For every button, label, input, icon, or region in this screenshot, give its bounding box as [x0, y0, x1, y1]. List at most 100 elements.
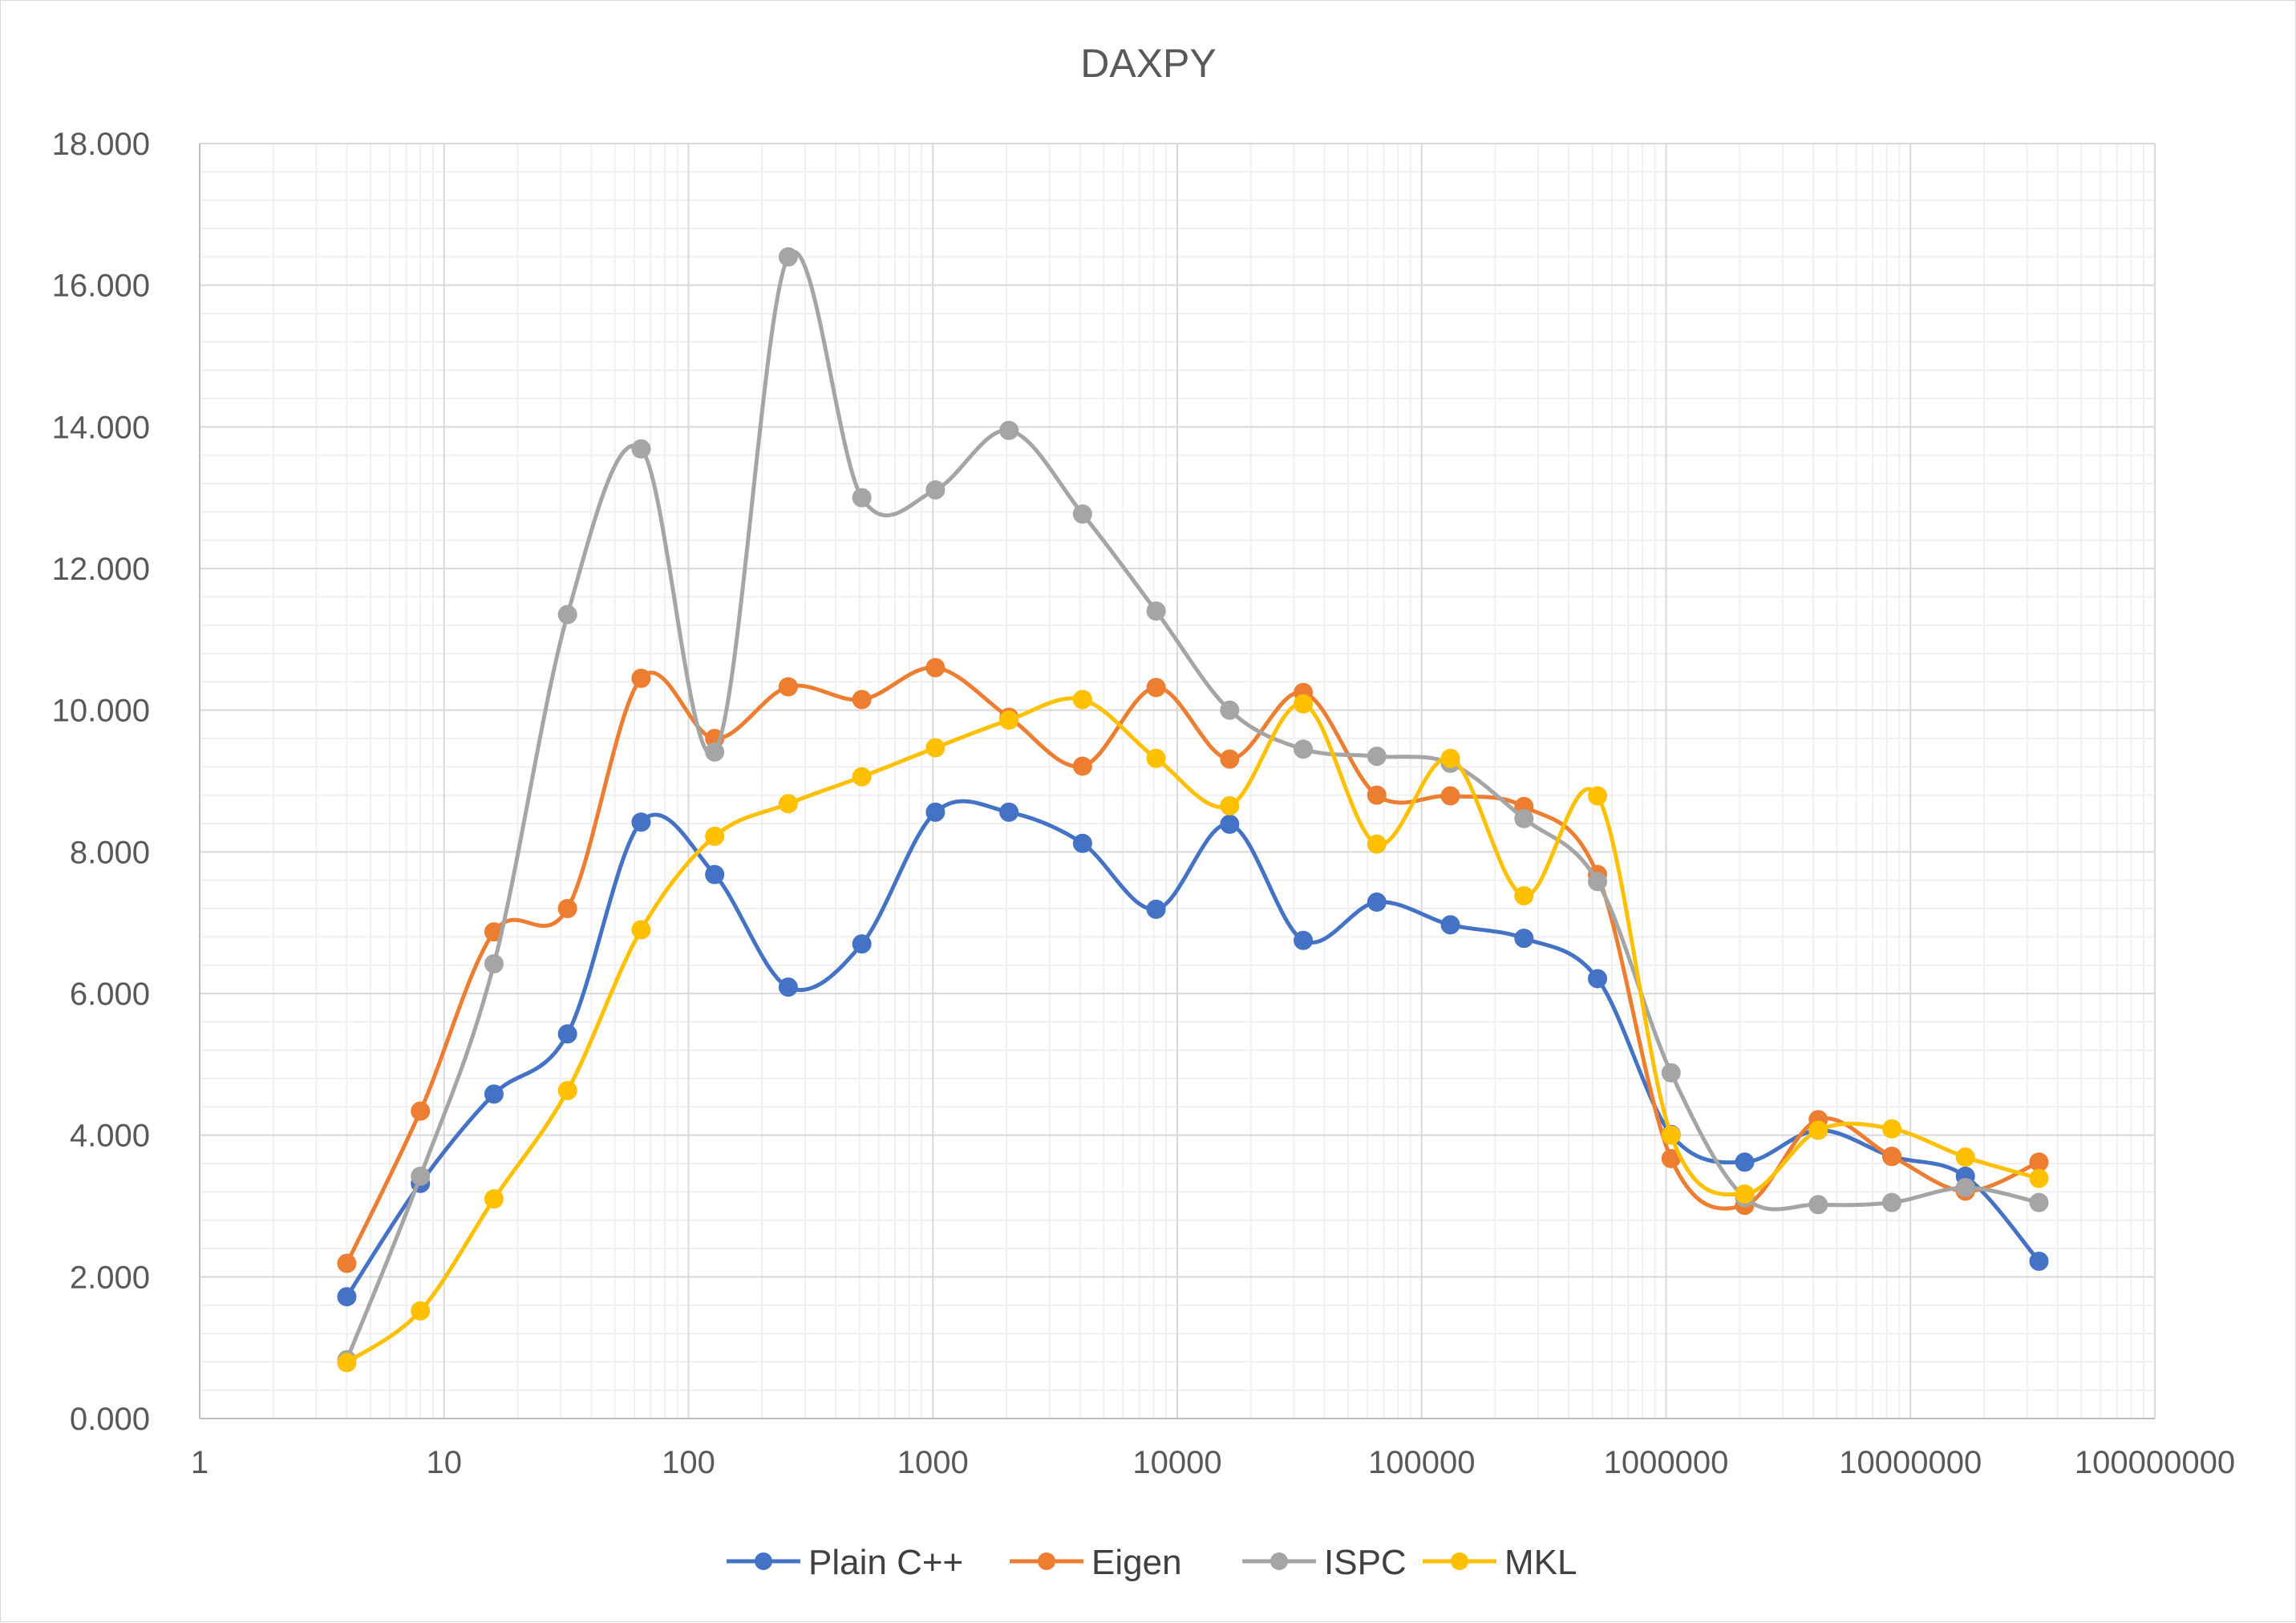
data-point-ispc [631, 439, 651, 459]
data-point-ispc [925, 480, 946, 500]
x-tick-label: 100 [662, 1445, 715, 1480]
data-point-eigen [411, 1101, 431, 1121]
legend-label-eigen: Eigen [1091, 1543, 1182, 1582]
x-tick-label: 10000000 [1839, 1445, 1982, 1480]
data-point-ispc [1955, 1178, 1975, 1198]
data-point-eigen [852, 690, 872, 710]
data-point-mkl [631, 920, 651, 940]
series-line-mkl [345, 696, 2041, 1365]
data-point-mkl [1072, 690, 1092, 710]
y-tick-label: 10.000 [52, 694, 150, 729]
legend-marker-mkl [1451, 1552, 1468, 1570]
data-point-ispc [1588, 872, 1608, 892]
data-point-mkl [1294, 694, 1314, 714]
data-point-plain-c [1735, 1152, 1755, 1172]
gridlines [199, 143, 2156, 1419]
data-point-mkl [2029, 1168, 2049, 1188]
data-point-ispc [1072, 504, 1092, 524]
data-point-mkl [1881, 1119, 1901, 1139]
data-point-ispc [852, 488, 872, 508]
data-point-eigen [2029, 1152, 2049, 1172]
x-tick-label: 10000 [1132, 1445, 1221, 1480]
legend-marker-eigen [1038, 1552, 1055, 1570]
data-point-plain-c [2029, 1251, 2049, 1271]
series-lines [337, 247, 2049, 1373]
data-point-eigen [631, 668, 651, 688]
series-line-eigen [345, 666, 2041, 1265]
axes: 0.000 2.000 4.000 6.000 8.000 10.000 12.000 14.… [52, 127, 2235, 1480]
data-point-eigen [925, 658, 946, 678]
data-point-ispc [1514, 808, 1534, 828]
data-point-ispc [1881, 1192, 1901, 1212]
data-point-ispc [557, 605, 577, 625]
data-point-plain-c [337, 1287, 357, 1307]
data-point-plain-c [1220, 814, 1240, 834]
data-point-plain-c [705, 864, 725, 884]
data-point-ispc [1367, 747, 1387, 767]
series-mkl [337, 690, 2049, 1373]
data-point-eigen [557, 899, 577, 918]
y-tick-label: 12.000 [52, 552, 150, 587]
series-line-ispc [345, 249, 2041, 1362]
data-point-mkl [411, 1301, 431, 1321]
data-point-mkl [1808, 1120, 1828, 1140]
data-point-mkl [484, 1189, 504, 1209]
legend-marker-plain-c [755, 1552, 772, 1570]
chart-title: DAXPY [1080, 41, 1217, 86]
series-eigen [337, 658, 2049, 1273]
x-tick-label: 100000 [1368, 1445, 1475, 1480]
series-ispc [337, 247, 2049, 1370]
data-point-ispc [778, 247, 798, 267]
data-point-plain-c [1146, 899, 1166, 919]
y-tick-label: 4.000 [70, 1119, 150, 1154]
data-point-plain-c [1367, 892, 1387, 913]
data-point-plain-c [484, 1084, 504, 1104]
data-point-plain-c [631, 812, 651, 832]
data-point-eigen [1367, 785, 1387, 805]
series-line-plain-c [345, 799, 2041, 1299]
data-point-ispc [484, 953, 504, 973]
data-point-mkl [1440, 748, 1460, 768]
x-tick-label: 1000 [897, 1445, 969, 1480]
data-point-ispc [705, 742, 725, 762]
y-tick-label: 0.000 [70, 1402, 150, 1437]
data-point-eigen [1146, 678, 1166, 698]
data-point-plain-c [557, 1024, 577, 1044]
x-tick-label: 1000000 [1604, 1445, 1729, 1480]
data-point-plain-c [1294, 930, 1314, 950]
data-point-plain-c [778, 977, 798, 998]
y-tick-label: 14.000 [52, 410, 150, 445]
data-point-mkl [778, 794, 798, 814]
data-point-mkl [705, 826, 725, 846]
data-point-eigen [1220, 749, 1240, 769]
legend-label-plain-c: Plain C++ [808, 1543, 963, 1582]
data-point-mkl [999, 710, 1019, 731]
data-point-eigen [778, 677, 798, 697]
legend-label-mkl: MKL [1504, 1543, 1577, 1582]
data-point-plain-c [925, 802, 946, 822]
data-point-plain-c [852, 934, 872, 954]
data-point-plain-c [1440, 915, 1460, 935]
data-point-ispc [1661, 1062, 1681, 1083]
data-point-ispc [1294, 739, 1314, 759]
y-tick-label: 2.000 [70, 1260, 150, 1295]
data-point-ispc [999, 420, 1019, 440]
legend-item-eigen: Eigen [1010, 1543, 1182, 1582]
data-point-mkl [925, 738, 946, 758]
y-tick-label: 6.000 [70, 977, 150, 1012]
data-point-mkl [1955, 1147, 1975, 1168]
data-point-ispc [1220, 700, 1240, 720]
data-point-plain-c [1588, 969, 1608, 989]
data-point-mkl [1588, 786, 1608, 806]
y-tick-label: 18.000 [52, 127, 150, 162]
series-plain-c [337, 799, 2049, 1307]
data-point-mkl [1661, 1125, 1681, 1145]
data-point-mkl [1367, 834, 1387, 854]
data-point-ispc [2029, 1192, 2049, 1212]
x-tick-label: 100000000 [2075, 1445, 2235, 1480]
data-point-plain-c [999, 802, 1019, 822]
data-point-mkl [1514, 886, 1534, 906]
data-point-eigen [337, 1253, 357, 1273]
legend-item-ispc: ISPC [1242, 1543, 1407, 1582]
